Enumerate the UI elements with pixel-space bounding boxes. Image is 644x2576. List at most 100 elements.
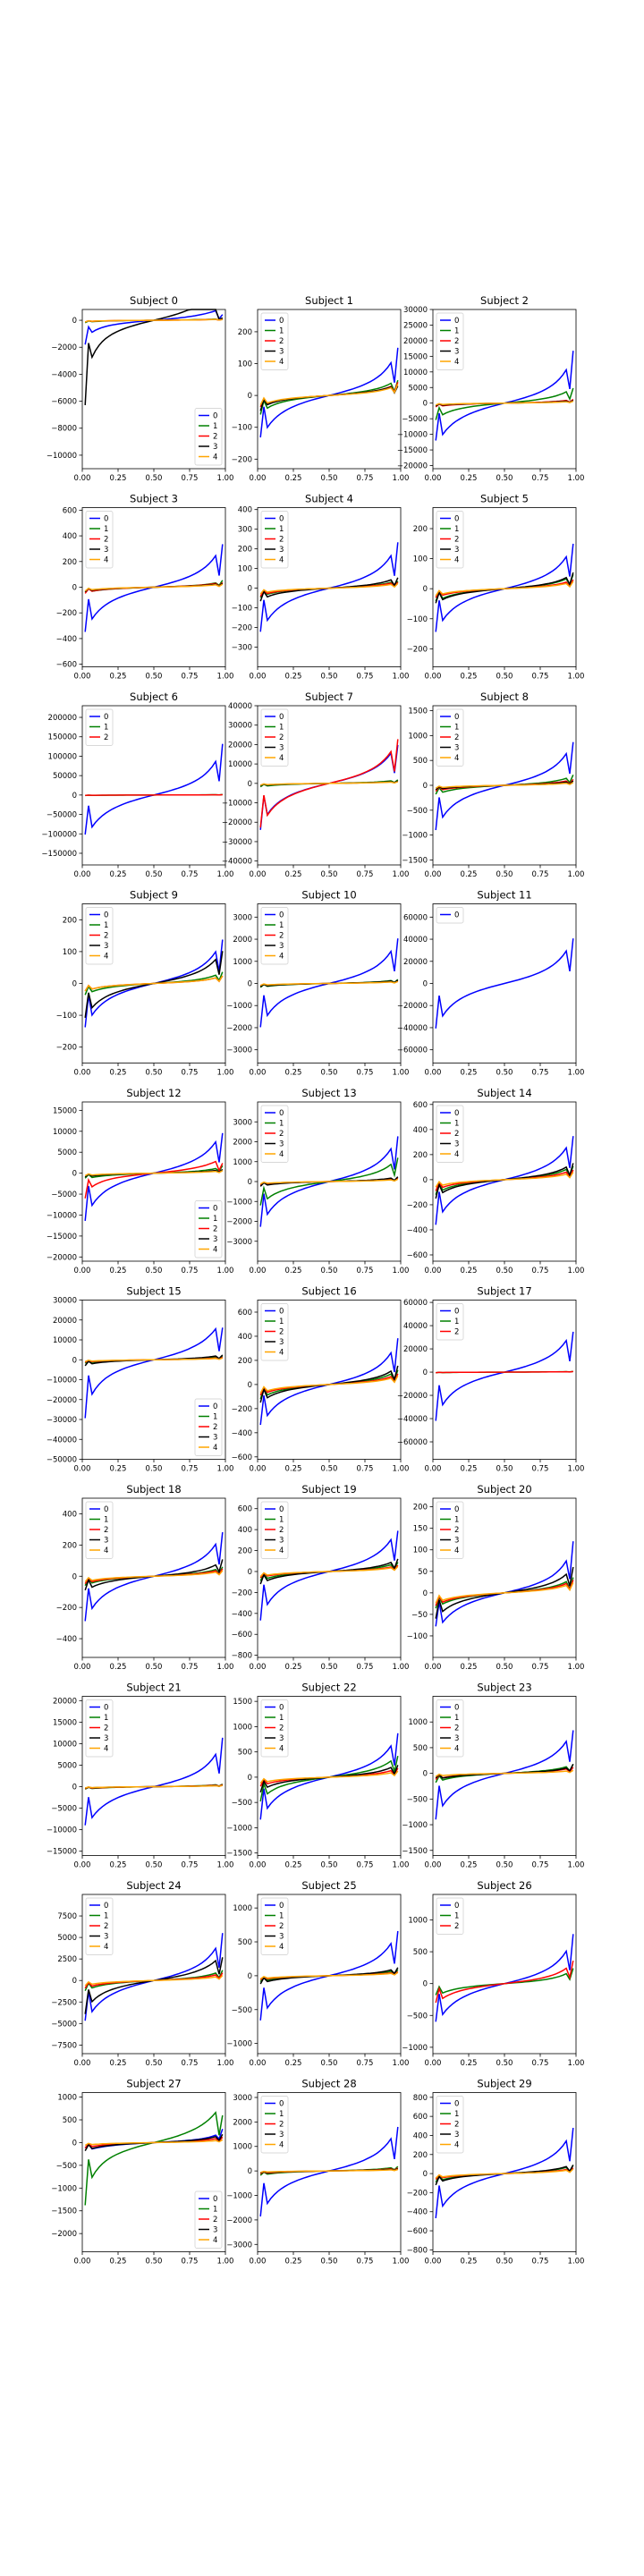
subplot-title: Subject 22 xyxy=(301,1682,356,1694)
y-tick-label: −5000 xyxy=(51,1191,77,1199)
x-tick-label: 0.00 xyxy=(250,1267,267,1275)
subplot-title: Subject 10 xyxy=(301,889,356,902)
subplot-title: Subject 12 xyxy=(126,1087,181,1099)
x-tick-label: 0.25 xyxy=(285,673,302,682)
legend-label: 2 xyxy=(279,1922,284,1931)
x-tick-label: 1.00 xyxy=(217,1267,234,1275)
x-tick-label: 1.00 xyxy=(393,1267,410,1275)
subplot-0: Subject 0 0.00 0.25 0.50 0.75 1.00 0 −2000 −4000… xyxy=(47,294,234,483)
y-tick-label: 100 xyxy=(413,555,428,564)
x-tick-label: 0.00 xyxy=(74,1465,91,1474)
y-tick-label: −10000 xyxy=(47,452,77,461)
subplot-29: Subject 290.00 0.25 0.50 0.75 1.008006004002… xyxy=(407,2078,585,2267)
y-tick-label: −20000 xyxy=(397,462,428,471)
series-line-4 xyxy=(259,1565,399,1578)
y-tick-label: 0 xyxy=(72,1784,77,1792)
y-tick-label: −200 xyxy=(407,1201,428,1210)
subplot-2: Subject 20.00 0.25 0.50 0.75 1.0030000250002… xyxy=(397,294,585,483)
subplot-16: Subject 160.00 0.25 0.50 0.75 1.006004002000… xyxy=(232,1285,410,1474)
legend-label: 4 xyxy=(279,1349,284,1358)
x-tick-label: 0.25 xyxy=(110,1465,127,1474)
x-tick-label: 0.25 xyxy=(110,474,127,483)
legend-label: 4 xyxy=(213,453,217,462)
series-line-3 xyxy=(435,1163,574,1199)
y-tick-label: 150 xyxy=(413,1525,428,1534)
x-tick-label: 0.75 xyxy=(182,1861,199,1870)
y-tick-label: 600 xyxy=(238,1309,252,1318)
x-tick-label: 0.50 xyxy=(496,1663,513,1672)
y-tick-label: −1500 xyxy=(402,856,428,865)
legend-label: 0 xyxy=(213,2195,217,2204)
series-line-4 xyxy=(84,1784,223,1789)
legend-label: 4 xyxy=(454,358,459,367)
y-tick-label: 50 xyxy=(418,1568,428,1577)
subplot-title: Subject 13 xyxy=(301,1087,356,1099)
series-line-1 xyxy=(435,573,574,602)
y-tick-label: 1000 xyxy=(408,732,428,741)
series-line-2 xyxy=(84,1160,224,1199)
y-tick-label: 500 xyxy=(413,757,428,766)
subplot-21: Subject 210.00 0.25 0.50 0.75 1.002000015000… xyxy=(47,1682,234,1870)
x-tick-label: 1.00 xyxy=(217,2059,234,2068)
y-tick-label: −500 xyxy=(56,2162,77,2171)
y-tick-label: 1000 xyxy=(233,2143,252,2152)
subplot-12: Subject 120.00 0.25 0.50 0.75 1.001500010000… xyxy=(47,1087,234,1275)
y-tick-label: 10000 xyxy=(53,1740,77,1749)
x-tick-label: 0.75 xyxy=(532,673,549,682)
legend-label: 4 xyxy=(104,1943,108,1952)
series-line-0 xyxy=(435,938,574,1029)
legend-label: 4 xyxy=(279,1745,284,1754)
x-tick-label: 0.50 xyxy=(146,1069,163,1078)
y-tick-label: 200 xyxy=(63,916,77,925)
legend: 012 xyxy=(436,1897,464,1935)
y-tick-label: 100000 xyxy=(48,752,77,761)
x-tick-label: 1.00 xyxy=(393,870,410,879)
series-line-4 xyxy=(259,1770,399,1784)
x-tick-label: 0.25 xyxy=(461,1069,478,1078)
x-tick-label: 1.00 xyxy=(217,673,234,682)
y-tick-label: −3000 xyxy=(226,2241,252,2250)
x-tick-label: 0.50 xyxy=(146,1663,163,1672)
y-tick-label: −200 xyxy=(56,1044,77,1053)
legend-label: 3 xyxy=(213,1235,217,1244)
legend-label: 1 xyxy=(104,1912,108,1921)
series-line-4 xyxy=(259,582,399,595)
legend-label: 1 xyxy=(454,2110,459,2119)
y-tick-label: 30000 xyxy=(228,722,252,731)
x-tick-label: 0.75 xyxy=(532,474,549,483)
subplot-title: Subject 4 xyxy=(305,493,353,505)
y-tick-label: −800 xyxy=(232,1652,252,1661)
subplot-title: Subject 17 xyxy=(477,1285,531,1298)
x-tick-label: 0.00 xyxy=(250,1465,267,1474)
legend-label: 2 xyxy=(454,1526,459,1535)
y-tick-label: −40000 xyxy=(397,1024,428,1033)
x-tick-label: 1.00 xyxy=(393,1465,410,1474)
legend-label: 0 xyxy=(104,1704,108,1713)
y-tick-label: 1500 xyxy=(408,708,428,716)
subplot-title: Subject 1 xyxy=(305,294,353,307)
subplot-title: Subject 5 xyxy=(480,493,529,505)
x-tick-label: 0.50 xyxy=(321,1267,338,1275)
legend-label: 0 xyxy=(279,317,284,326)
y-tick-label: 500 xyxy=(238,1938,252,1947)
legend-label: 3 xyxy=(279,1734,284,1743)
y-tick-label: 0 xyxy=(248,1381,252,1390)
subplot-title: Subject 3 xyxy=(130,493,178,505)
x-tick-label: 0.00 xyxy=(425,474,442,483)
y-tick-label: −20000 xyxy=(397,1392,428,1401)
legend-label: 4 xyxy=(454,1546,459,1555)
y-tick-label: −400 xyxy=(232,1610,252,1619)
legend-label: 3 xyxy=(279,1338,284,1347)
legend-label: 3 xyxy=(454,1537,459,1546)
x-tick-label: 0.75 xyxy=(532,2258,549,2267)
x-tick-label: 0.00 xyxy=(425,2258,442,2267)
y-tick-label: 3000 xyxy=(233,913,252,922)
legend-label: 2 xyxy=(104,1526,108,1535)
x-tick-label: 1.00 xyxy=(217,474,234,483)
y-tick-label: −20000 xyxy=(222,818,252,827)
